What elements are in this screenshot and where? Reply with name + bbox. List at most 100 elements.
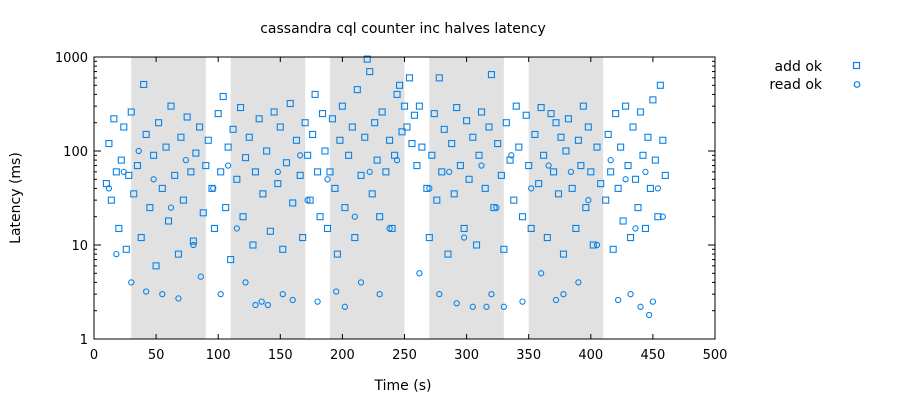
data-point-add-ok (622, 102, 630, 110)
data-point-add-ok (448, 140, 456, 148)
data-point-read-ok (386, 225, 393, 232)
data-point-add-ok (408, 140, 416, 148)
data-point-add-ok (357, 171, 365, 179)
data-point-add-ok (286, 99, 294, 108)
data-point-add-ok (579, 102, 587, 110)
data-point-add-ok (276, 123, 284, 131)
data-point-add-ok (279, 245, 287, 253)
y-tick-label: 1000 (55, 51, 88, 66)
x-tick-label: 200 (330, 348, 355, 363)
data-point-add-ok (472, 241, 481, 249)
data-point-add-ok (115, 224, 123, 232)
data-point-add-ok (282, 159, 291, 167)
data-point-add-ok (646, 184, 654, 192)
data-point-add-ok (557, 133, 565, 141)
data-point-add-ok (617, 143, 625, 151)
data-point-add-ok (500, 245, 508, 253)
data-point-read-ok (289, 296, 296, 304)
x-tick-label: 400 (578, 348, 603, 363)
data-point-add-ok (323, 224, 332, 232)
data-point-add-ok (127, 108, 135, 116)
data-point-read-ok (376, 291, 383, 298)
data-point-add-ok (171, 171, 179, 179)
chart-title: cassandra cql counter inc halves latency (260, 21, 546, 37)
read-ok-points (105, 147, 666, 319)
data-point-add-ok (110, 115, 118, 123)
data-point-read-ok (304, 197, 311, 204)
data-point-add-ok (130, 190, 138, 198)
data-point-read-ok (143, 288, 150, 295)
data-point-add-ok (309, 130, 317, 138)
data-point-add-ok (562, 147, 570, 155)
data-point-add-ok (477, 108, 486, 116)
data-point-add-ok (651, 156, 659, 164)
data-point-add-ok (522, 111, 530, 119)
data-point-read-ok (224, 162, 232, 169)
data-point-add-ok (224, 143, 232, 151)
data-point-read-ok (128, 279, 135, 286)
data-point-add-ok (639, 151, 647, 159)
data-point-add-ok (537, 103, 545, 112)
data-point-add-ok (418, 143, 426, 151)
data-point-read-ok (649, 298, 657, 305)
data-point-read-ok (500, 303, 508, 310)
data-point-add-ok (564, 115, 572, 123)
data-point-add-ok (626, 234, 635, 242)
data-point-add-ok (574, 136, 582, 144)
data-point-add-ok (604, 130, 612, 138)
data-point-add-ok (641, 224, 649, 232)
data-point-add-ok (301, 119, 309, 127)
data-point-add-ok (582, 204, 590, 212)
data-point-read-ok (654, 185, 662, 192)
data-point-add-ok (376, 213, 384, 221)
data-point-read-ok (341, 303, 349, 310)
data-point-read-ok (446, 168, 453, 176)
data-point-add-ok (619, 217, 627, 225)
data-point-add-ok (167, 102, 175, 110)
data-point-add-ok (341, 204, 349, 212)
x-tick-label: 50 (148, 348, 165, 363)
data-point-add-ok (469, 133, 477, 141)
data-point-add-ok (368, 190, 376, 198)
data-point-add-ok (572, 224, 580, 232)
data-point-add-ok (321, 147, 329, 155)
legend-label-read-ok: read ok (769, 77, 823, 93)
data-point-add-ok (587, 168, 595, 176)
data-point-read-ok (217, 291, 224, 298)
data-point-read-ok (416, 270, 423, 277)
data-point-add-ok (326, 168, 334, 176)
data-point-add-ok (634, 204, 642, 212)
data-point-read-ok (478, 162, 485, 169)
data-point-add-ok (239, 213, 247, 221)
data-point-read-ok (366, 168, 373, 176)
data-point-add-ok (199, 209, 207, 217)
data-point-read-ok (614, 296, 622, 304)
data-point-add-ok (460, 224, 468, 232)
data-point-add-ok (164, 217, 173, 225)
data-point-add-ok (465, 175, 473, 183)
data-point-add-ok (353, 86, 361, 94)
data-point-add-ok (433, 196, 441, 204)
data-point-read-ok (607, 156, 614, 164)
data-point-add-ok (636, 108, 645, 116)
data-point-add-ok (361, 133, 369, 141)
data-point-add-ok (189, 237, 197, 245)
data-point-add-ok (403, 123, 411, 131)
x-tick-label: 100 (206, 348, 231, 363)
data-point-read-ok (242, 279, 249, 286)
data-point-add-ok (306, 196, 314, 204)
data-point-add-ok (612, 110, 620, 118)
data-point-read-ok (545, 162, 552, 169)
data-point-add-ok (497, 171, 505, 179)
data-point-add-ok (140, 80, 148, 89)
data-point-add-ok (554, 190, 563, 198)
data-point-add-ok (146, 204, 154, 212)
data-point-add-ok (607, 168, 615, 176)
data-point-add-ok (531, 130, 539, 138)
data-point-read-ok (519, 298, 526, 305)
data-point-read-ok (210, 185, 217, 192)
data-point-add-ok (155, 119, 163, 127)
data-point-add-ok (609, 245, 617, 253)
data-point-add-ok (395, 81, 404, 89)
